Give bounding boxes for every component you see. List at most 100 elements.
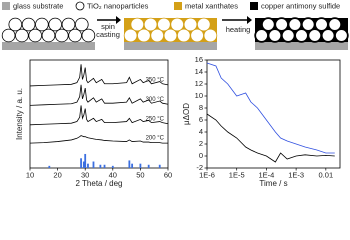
particle bbox=[35, 17, 49, 32]
series-line bbox=[206, 62, 335, 154]
y-axis-label: μΔOD bbox=[182, 103, 191, 125]
legend-swatch bbox=[2, 2, 10, 10]
legend-swatch bbox=[250, 2, 258, 10]
x-axis-label: 2 Theta / deg bbox=[76, 179, 123, 188]
particle bbox=[21, 17, 36, 32]
particle bbox=[334, 28, 349, 43]
y-tick-label: 6 bbox=[199, 115, 203, 124]
x-axis-label: Time / s bbox=[259, 179, 287, 188]
y-tick-label: 14 bbox=[195, 67, 203, 76]
figure-canvas: glass substrate TiO₂ nanoparticles metal x… bbox=[1, 1, 349, 188]
substrate bbox=[255, 42, 348, 50]
particle bbox=[61, 17, 76, 32]
x-tick-label: 1E-4 bbox=[258, 170, 274, 179]
plot-frame bbox=[206, 59, 341, 169]
particle bbox=[48, 17, 62, 32]
y-tick-label: 16 bbox=[195, 55, 203, 64]
y-tick-label: -2 bbox=[196, 163, 203, 172]
y-tick-label: 0 bbox=[199, 151, 203, 160]
particle bbox=[203, 28, 218, 43]
x-tick-label: 1E-5 bbox=[229, 170, 245, 179]
series-line bbox=[29, 64, 169, 87]
y-tick-label: 12 bbox=[195, 79, 203, 88]
y-tick-label: 2 bbox=[199, 139, 203, 148]
particle bbox=[300, 17, 316, 32]
particle bbox=[287, 17, 303, 32]
y-axis-label: Intensity / a. u. bbox=[15, 88, 24, 140]
legend-label: TiO₂ nanoparticles bbox=[87, 1, 149, 10]
reference-bar bbox=[84, 153, 87, 168]
particle bbox=[177, 28, 191, 43]
legend-swatch bbox=[75, 1, 85, 11]
y-tick-label: 10 bbox=[195, 91, 203, 100]
particle bbox=[183, 17, 198, 32]
series-label: 350 °C bbox=[146, 77, 165, 83]
x-tick-label: 30 bbox=[81, 170, 89, 179]
particle bbox=[150, 28, 165, 43]
series-line bbox=[29, 84, 169, 106]
particle bbox=[143, 17, 158, 32]
particle bbox=[130, 17, 145, 32]
particle bbox=[68, 28, 82, 43]
x-tick-label: 10 bbox=[26, 170, 34, 179]
x-tick-label: 50 bbox=[136, 170, 144, 179]
series-label: 250 °C bbox=[146, 116, 165, 122]
particle bbox=[170, 17, 185, 32]
legend-label: glass substrate bbox=[13, 1, 63, 10]
y-tick-label: 4 bbox=[199, 127, 203, 136]
particle bbox=[1, 28, 16, 43]
arrow-head bbox=[247, 16, 252, 24]
particle bbox=[137, 28, 151, 43]
particle bbox=[81, 28, 96, 43]
x-tick-label: 0.01 bbox=[319, 170, 334, 179]
particle bbox=[163, 28, 178, 43]
step-label: heating bbox=[225, 25, 251, 34]
particle bbox=[123, 28, 138, 43]
legend-label: metal xanthates bbox=[185, 1, 238, 10]
series-label: 300 °C bbox=[146, 97, 165, 103]
particle bbox=[274, 17, 289, 32]
particle bbox=[327, 17, 343, 32]
series-label: 200 °C bbox=[146, 136, 165, 142]
reference-bar bbox=[82, 161, 85, 168]
y-tick-label: 8 bbox=[199, 103, 203, 112]
reference-bar bbox=[131, 163, 134, 168]
reference-bar bbox=[92, 161, 95, 168]
plot-frame bbox=[29, 59, 169, 169]
reference-bar bbox=[103, 164, 106, 168]
particle bbox=[260, 17, 276, 32]
particle bbox=[15, 28, 29, 43]
x-tick-label: 1E-6 bbox=[199, 170, 215, 179]
reference-bar bbox=[99, 164, 102, 168]
arrow-head bbox=[116, 16, 121, 24]
particle bbox=[190, 28, 204, 43]
particle bbox=[41, 28, 56, 43]
substrate bbox=[2, 42, 95, 50]
legend-swatch bbox=[174, 2, 182, 10]
x-tick-label: 20 bbox=[53, 170, 61, 179]
particle bbox=[314, 17, 329, 32]
particle bbox=[75, 17, 89, 32]
particle bbox=[8, 17, 23, 32]
reference-bar bbox=[147, 164, 150, 168]
reference-bar bbox=[158, 164, 161, 168]
particle bbox=[197, 17, 211, 32]
particle bbox=[157, 17, 171, 32]
x-tick-label: 1E-3 bbox=[288, 170, 304, 179]
reference-bar bbox=[139, 163, 142, 168]
particle bbox=[54, 28, 69, 43]
legend-label: copper antimony sulfide bbox=[261, 1, 340, 10]
reference-bar bbox=[128, 160, 131, 168]
step-label: spin casting bbox=[96, 22, 120, 39]
substrate bbox=[124, 42, 217, 50]
figure: glass substrate TiO₂ nanoparticles metal x… bbox=[0, 0, 350, 189]
series-line bbox=[29, 105, 169, 126]
particle bbox=[28, 28, 43, 43]
series-line bbox=[206, 113, 335, 163]
reference-bar bbox=[48, 165, 51, 168]
reference-bar bbox=[87, 163, 89, 168]
reference-bar bbox=[80, 158, 82, 168]
reference-bar bbox=[111, 165, 114, 168]
series-line bbox=[29, 135, 168, 144]
x-tick-label: 60 bbox=[164, 170, 172, 179]
